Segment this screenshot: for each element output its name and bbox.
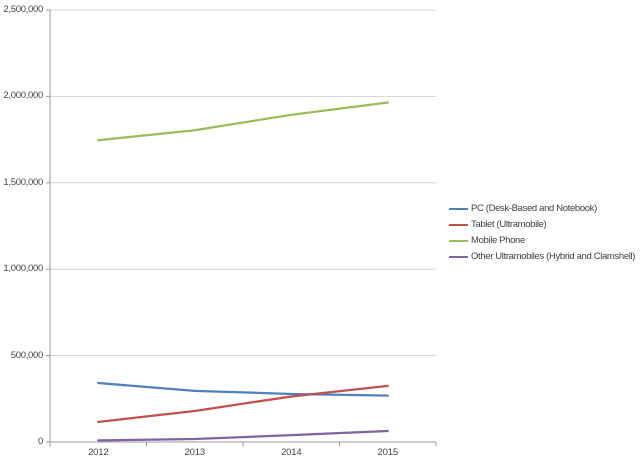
x-axis-tick-label: 2015 bbox=[377, 447, 399, 458]
y-axis-tick-label: 2,000,000 bbox=[3, 90, 43, 102]
legend-line-swatch bbox=[449, 240, 468, 242]
legend-item-mobile-phone: Mobile Phone bbox=[449, 233, 635, 249]
x-axis-tick-label: 2012 bbox=[88, 447, 109, 458]
series-line-mobile-phone bbox=[97, 101, 389, 142]
x-axis-tick-label: 2014 bbox=[281, 447, 302, 458]
legend: PC (Desk-Based and Notebook) Tablet (Ult… bbox=[449, 201, 635, 265]
legend-line-swatch bbox=[449, 208, 468, 210]
series-line-other-ultramobiles bbox=[97, 429, 389, 442]
y-axis-tick-label: 0 bbox=[38, 436, 43, 447]
legend-item-label: Tablet (Ultramobile) bbox=[471, 219, 547, 230]
legend-item-other-ultramobiles: Other Ultramobiles (Hybrid and Clamshell… bbox=[449, 249, 635, 265]
y-axis-tick-label: 2,500,000 bbox=[3, 4, 43, 15]
y-axis-tick-label: 500,000 bbox=[10, 349, 44, 361]
legend-item-label: Mobile Phone bbox=[471, 235, 525, 246]
series-line-pc bbox=[97, 381, 389, 397]
y-axis-tick-label: 1,500,000 bbox=[3, 176, 43, 188]
legend-item-pc: PC (Desk-Based and Notebook) bbox=[449, 201, 635, 217]
legend-item-tablet: Tablet (Ultramobile) bbox=[449, 217, 635, 233]
legend-item-label: Other Ultramobiles (Hybrid and Clamshell… bbox=[471, 251, 636, 262]
series-line-tablet bbox=[97, 384, 389, 424]
x-axis-tick-label: 2013 bbox=[184, 447, 206, 458]
legend-line-swatch bbox=[449, 256, 468, 258]
y-axis-tick-label: 1,000,000 bbox=[3, 263, 43, 275]
legend-line-swatch bbox=[449, 224, 468, 226]
legend-item-label: PC (Desk-Based and Notebook) bbox=[471, 203, 597, 214]
